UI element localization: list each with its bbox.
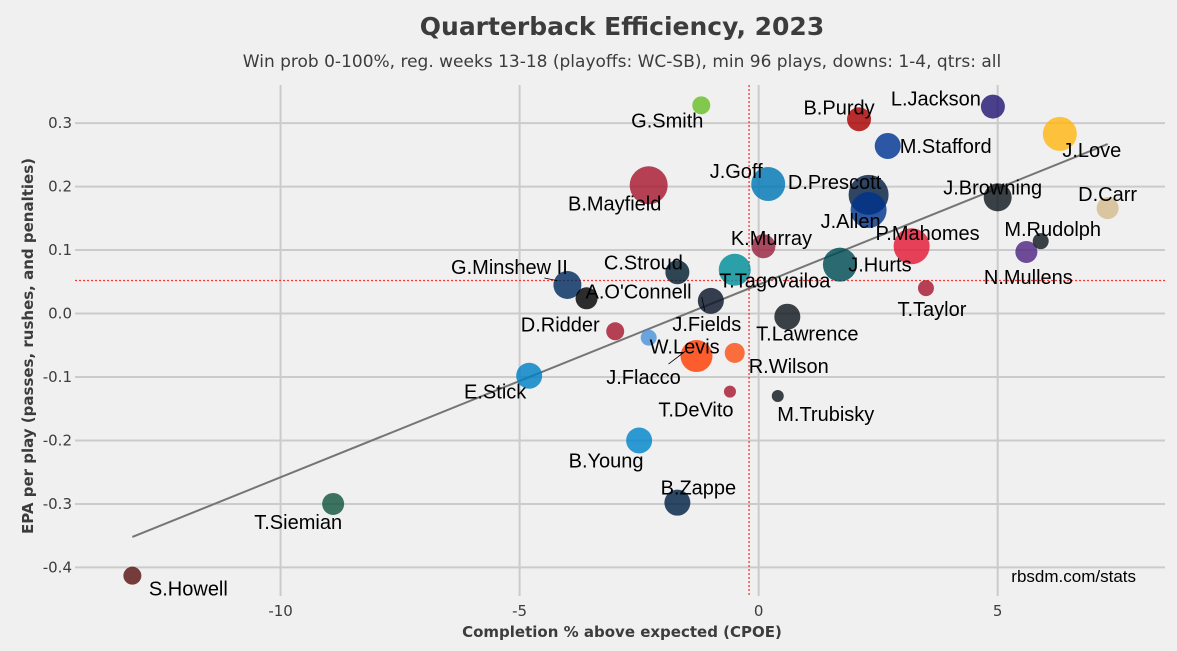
label-t-devito: T.DeVito xyxy=(658,400,733,422)
point-n-mullens xyxy=(1015,240,1038,263)
label-b-mayfield: B.Mayfield xyxy=(568,193,661,215)
point-b-purdy xyxy=(847,107,872,132)
tick-labels: -10 -5 0 5 -0.4 -0.3 -0.2 -0.1 0.0 0.1 0.2 0.3 xyxy=(43,114,1003,620)
point-m-stafford xyxy=(874,132,901,159)
grid-layer xyxy=(75,85,1165,596)
point-j-hurts xyxy=(822,247,857,282)
label-a-o-connell: A.O'Connell xyxy=(585,281,691,303)
label-j-hurts: J.Hurts xyxy=(848,255,911,277)
label-b-purdy: B.Purdy xyxy=(803,97,874,119)
label-b-zappe: B.Zappe xyxy=(661,478,737,500)
point-j-allen xyxy=(850,192,887,229)
label-j-flacco: J.Flacco xyxy=(606,367,680,389)
regression-line xyxy=(131,143,1109,538)
point-l-jackson xyxy=(980,94,1005,119)
x-tick-label: -10 xyxy=(268,602,293,620)
point-j-goff xyxy=(751,167,786,202)
label-s-howell: S.Howell xyxy=(149,579,228,601)
x-axis-label: Completion % above expected (CPOE) xyxy=(462,623,782,641)
x-tick-label: -5 xyxy=(512,602,527,620)
point-labels: L.Jackson B.Purdy G.Smith J.Love M.Stafford D… xyxy=(149,89,1138,601)
point-a-o-connell xyxy=(575,287,598,310)
label-d-carr: D.Carr xyxy=(1078,184,1137,206)
x-tick-label: 5 xyxy=(993,602,1003,620)
label-l-jackson: L.Jackson xyxy=(891,89,981,111)
point-t-lawrence xyxy=(774,303,801,330)
label-w-levis: W.Levis xyxy=(650,337,720,359)
chart-title: Quarterback Efficiency, 2023 xyxy=(420,12,824,41)
label-t-tagovailoa: T.Tagovailoa xyxy=(719,271,831,293)
label-b-young: B.Young xyxy=(569,450,644,472)
label-p-mahomes: P.Mahomes xyxy=(876,223,980,245)
point-r-wilson xyxy=(724,342,745,363)
point-t-taylor xyxy=(917,280,934,297)
label-j-allen: J.Allen xyxy=(821,211,881,233)
point-d-ridder xyxy=(606,322,625,341)
point-b-zappe xyxy=(664,489,691,516)
label-j-love: J.Love xyxy=(1062,140,1121,162)
point-t-tagovailoa xyxy=(718,253,751,286)
label-c-stroud: C.Stroud xyxy=(604,252,683,274)
label-g-smith: G.Smith xyxy=(631,110,703,132)
data-points xyxy=(123,94,1119,585)
label-m-stafford: M.Stafford xyxy=(900,136,992,158)
label-t-lawrence: T.Lawrence xyxy=(756,324,858,346)
y-tick-label: -0.4 xyxy=(43,558,72,576)
point-j-browning xyxy=(983,183,1012,212)
label-k-murray: K.Murray xyxy=(731,228,812,250)
y-tick-label: -0.3 xyxy=(43,495,72,513)
point-m-rudolph xyxy=(1032,233,1049,250)
y-axis-label: EPA per play (passes, rushes, and penalt… xyxy=(19,158,37,534)
point-k-murray xyxy=(751,234,776,259)
leader-j-flacco xyxy=(668,350,686,365)
label-r-wilson: R.Wilson xyxy=(749,356,829,378)
leader-j-fields xyxy=(701,296,706,311)
y-tick-label: -0.2 xyxy=(43,431,72,449)
reference-lines xyxy=(75,85,1165,596)
chart-subtitle: Win prob 0-100%, reg. weeks 13-18 (playo… xyxy=(243,52,1001,72)
y-tick-label: 0.3 xyxy=(48,114,72,132)
point-b-young xyxy=(626,427,653,454)
point-t-devito xyxy=(723,385,736,398)
point-w-levis xyxy=(640,329,657,346)
point-d-carr xyxy=(1096,197,1119,220)
label-d-ridder: D.Ridder xyxy=(521,314,600,336)
label-j-goff: J.Goff xyxy=(710,161,763,183)
label-m-rudolph: M.Rudolph xyxy=(1004,219,1101,241)
label-e-stick: E.Stick xyxy=(464,382,527,404)
point-g-minshew-ii xyxy=(553,270,582,299)
trend-line xyxy=(131,143,1109,538)
point-e-stick xyxy=(516,362,543,389)
y-tick-label: 0.1 xyxy=(48,241,72,259)
label-n-mullens: N.Mullens xyxy=(984,267,1073,289)
y-tick-label: 0.0 xyxy=(48,305,72,323)
label-g-minshew-ii: G.Minshew II xyxy=(451,257,568,279)
leader-g-minshew-ii xyxy=(544,277,558,282)
point-b-mayfield xyxy=(629,166,668,205)
point-s-howell xyxy=(123,566,142,585)
point-g-smith xyxy=(692,96,711,115)
label-m-trubisky: M.Trubisky xyxy=(777,404,874,426)
point-c-stroud xyxy=(665,260,690,285)
label-t-siemian: T.Siemian xyxy=(254,512,342,534)
label-j-browning: J.Browning xyxy=(943,177,1042,199)
point-j-flacco xyxy=(680,340,713,373)
y-tick-label: 0.2 xyxy=(48,178,72,196)
y-tick-label: -0.1 xyxy=(43,368,72,386)
point-t-siemian xyxy=(322,492,345,515)
label-j-fields: J.Fields xyxy=(672,314,741,336)
source-note: rbsdm.com/stats xyxy=(1011,567,1136,586)
label-t-taylor: T.Taylor xyxy=(898,299,967,321)
point-p-mahomes xyxy=(893,228,930,265)
label-d-prescott: D.Prescott xyxy=(788,172,882,194)
point-j-love xyxy=(1042,116,1077,151)
x-tick-label: 0 xyxy=(754,602,764,620)
point-m-trubisky xyxy=(771,390,784,403)
